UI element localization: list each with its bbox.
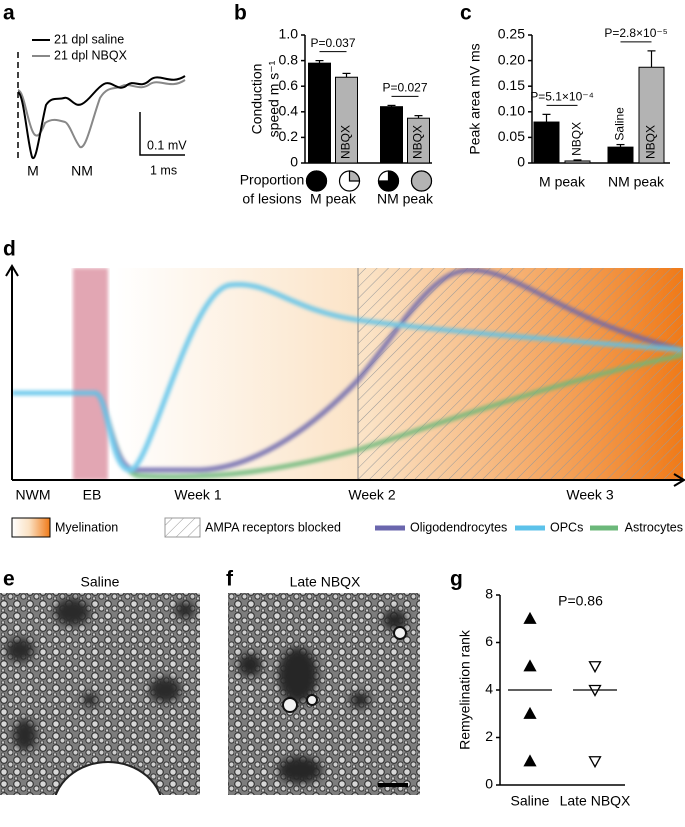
x-tick-label: NM peak — [377, 191, 434, 207]
bar — [564, 160, 591, 164]
legend-label: Myelination — [55, 520, 118, 534]
proportion-label: of lesions — [242, 191, 301, 207]
y-axis-label: Peak area mV ms — [467, 43, 483, 154]
peak-label: NM — [71, 163, 93, 179]
data-point — [523, 706, 537, 719]
significance-label: P=5.1×10⁻⁴ — [530, 90, 594, 104]
y-tick-label: 1.0 — [279, 26, 299, 42]
annotation: P=0.86 — [558, 593, 603, 609]
data-point — [588, 756, 602, 769]
peak-label: M — [27, 163, 39, 179]
micrograph — [0, 593, 200, 795]
y-tick-label: 8 — [485, 586, 493, 602]
blocked-area — [358, 268, 683, 480]
panel-label: g — [450, 568, 463, 591]
y-tick-label: 0.6 — [279, 77, 299, 93]
bar-label: Saline — [312, 125, 326, 159]
pie-slice — [410, 170, 433, 192]
x-label: EB — [83, 487, 102, 503]
legend-label: AMPA receptors blocked — [205, 520, 341, 534]
eb-band — [73, 268, 108, 480]
panel-label: c — [460, 2, 472, 25]
x-label: Week 1 — [174, 487, 221, 503]
legend-label: Oligodendrocytes — [410, 520, 507, 534]
y-tick-label: 0 — [485, 776, 493, 792]
y-tick-label: 0.8 — [279, 51, 299, 67]
x-tick-label: Saline — [511, 793, 550, 809]
pie-slice — [348, 170, 361, 182]
bar-label: NBQX — [644, 125, 658, 159]
bar — [533, 121, 560, 164]
data-point — [588, 661, 602, 674]
legend-swatch — [164, 517, 201, 538]
y-tick-label: 0.20 — [498, 51, 525, 67]
significance-label: P=0.037 — [310, 36, 355, 50]
legend-label: Astrocytes — [625, 520, 683, 534]
bar — [638, 66, 665, 164]
oligodendrocytes-curve — [12, 268, 683, 473]
data-point — [523, 659, 537, 672]
scale-label: 0.1 mV — [147, 138, 187, 152]
y-tick-label: 0.10 — [498, 103, 525, 119]
y-tick-label: 0 — [517, 154, 525, 170]
panel-label: d — [3, 238, 16, 261]
y-tick-label: 0.15 — [498, 77, 525, 93]
bar-label: NBQX — [339, 125, 353, 159]
saline-trace — [17, 75, 186, 160]
x-label: Week 3 — [566, 487, 613, 503]
micrograph — [228, 593, 420, 795]
legend-label: 21 dpl NBQX — [54, 48, 128, 62]
y-axis-label: Conduction — [249, 64, 265, 135]
bar-label: NBQX — [411, 125, 425, 159]
scale-bar — [139, 112, 185, 156]
arrow — [673, 473, 685, 487]
bar — [607, 146, 634, 164]
y-tick-label: 0.25 — [498, 26, 525, 42]
panel-label: a — [3, 2, 15, 25]
data-point — [523, 754, 537, 767]
x-label: NWM — [16, 487, 51, 503]
x-tick-label: M peak — [310, 191, 357, 207]
data-point — [523, 611, 537, 624]
trace-panel: 21 dpl saline 21 dpl NBQX 0.1 mV 1 ms M … — [17, 32, 187, 179]
panel-label: b — [234, 2, 247, 25]
y-tick-label: 2 — [485, 728, 493, 744]
opcs-curve — [12, 281, 683, 473]
bar-label: Saline — [613, 107, 627, 141]
y-tick-label: 0.05 — [498, 128, 525, 144]
x-tick-label: NM peak — [608, 174, 665, 190]
y-axis-label: Remyelination rank — [457, 629, 473, 750]
legend-label: 21 dpl saline — [54, 32, 124, 46]
nbqx-trace — [17, 79, 186, 148]
significance-label: P=2.8×10⁻⁵ — [604, 26, 667, 40]
bar-label: Saline — [539, 125, 553, 159]
legend-swatch — [11, 517, 51, 538]
panel-label: f — [226, 568, 234, 591]
y-tick-label: 0.2 — [279, 128, 299, 144]
proportion-label: Proportion — [240, 172, 305, 188]
scale-label: 1 ms — [150, 163, 177, 177]
y-tick-label: 0.4 — [279, 103, 299, 119]
micrograph-title: Saline — [81, 574, 120, 590]
x-tick-label: M peak — [539, 174, 586, 190]
x-label: Week 2 — [348, 487, 395, 503]
bar-label: Saline — [384, 125, 398, 159]
legend-label: OPCs — [550, 520, 583, 534]
x-tick-label: Late NBQX — [560, 793, 631, 809]
arrow — [5, 264, 19, 277]
panel-label: e — [3, 568, 15, 591]
pie-slice — [305, 170, 328, 192]
significance-label: P=0.027 — [382, 81, 427, 95]
y-tick-label: 6 — [485, 633, 493, 649]
pie-slice — [377, 170, 400, 192]
y-tick-label: 4 — [485, 681, 493, 697]
y-axis-label: speed m s⁻¹ — [266, 60, 282, 137]
bar-label: NBQX — [570, 122, 584, 156]
y-tick-label: 0 — [290, 154, 298, 170]
micrograph-title: Late NBQX — [290, 574, 361, 590]
timeline-panel: NWM EB Week 1 Week 2 Week 3 Myelination … — [5, 264, 685, 538]
